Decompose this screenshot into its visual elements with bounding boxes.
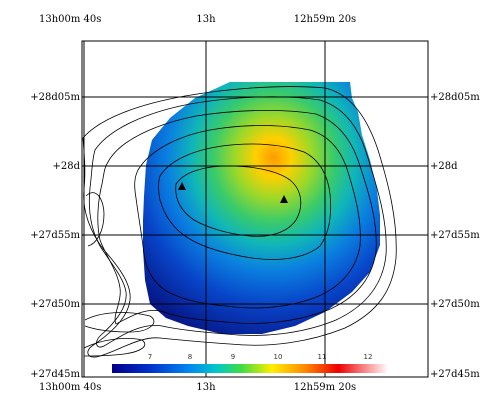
colorbar: 7 8 9 10 11 12 <box>112 353 388 373</box>
contour-outermost <box>82 86 397 358</box>
colorbar-tick-12: 12 <box>364 353 373 361</box>
contour-lines <box>82 86 397 358</box>
contour-level-3 <box>97 109 377 325</box>
colorbar-tick-9: 9 <box>231 353 235 361</box>
contour-western-tail-a <box>84 312 155 333</box>
marker-triangle-2 <box>280 195 288 203</box>
ra-tick-top-3: 12h59m 20s <box>294 14 356 25</box>
contour-level-2 <box>88 96 387 348</box>
dec-tick-left-2: +28d <box>52 161 80 172</box>
dec-tick-left-1: +28d05m <box>30 92 80 103</box>
dec-tick-right-2: +28d <box>430 161 458 172</box>
marker-triangle-1 <box>178 182 186 190</box>
colorbar-strip <box>112 364 388 373</box>
dec-tick-left-5: +27d45m <box>30 369 80 380</box>
plot-frame <box>81 40 429 378</box>
dec-tick-right-5: +27d45m <box>430 369 480 380</box>
colorbar-tick-7: 7 <box>148 353 152 361</box>
colorbar-tick-10: 10 <box>274 353 283 361</box>
dec-tick-left-3: +27d55m <box>30 230 80 241</box>
dec-tick-right-3: +27d55m <box>430 230 480 241</box>
colorbar-tick-8: 8 <box>188 353 192 361</box>
dec-tick-right-1: +28d05m <box>430 92 480 103</box>
contour-level-4 <box>134 125 361 309</box>
ra-tick-bottom-3: 12h59m 20s <box>294 382 356 393</box>
dec-tick-left-4: +27d50m <box>30 299 80 310</box>
contour-western-tail-c <box>85 192 105 247</box>
heatmap-image <box>143 82 380 334</box>
contour-western-tail-b <box>83 338 146 357</box>
ra-tick-top-2: 13h <box>196 14 216 25</box>
coordinate-grid <box>82 41 428 377</box>
ra-tick-bottom-1: 13h00m 40s <box>39 382 101 393</box>
dec-tick-right-4: +27d50m <box>430 299 480 310</box>
colorbar-tick-11: 11 <box>318 353 327 361</box>
contour-level-5 <box>158 143 332 260</box>
ra-tick-bottom-2: 13h <box>196 382 216 393</box>
ra-tick-top-1: 13h00m 40s <box>39 14 101 25</box>
